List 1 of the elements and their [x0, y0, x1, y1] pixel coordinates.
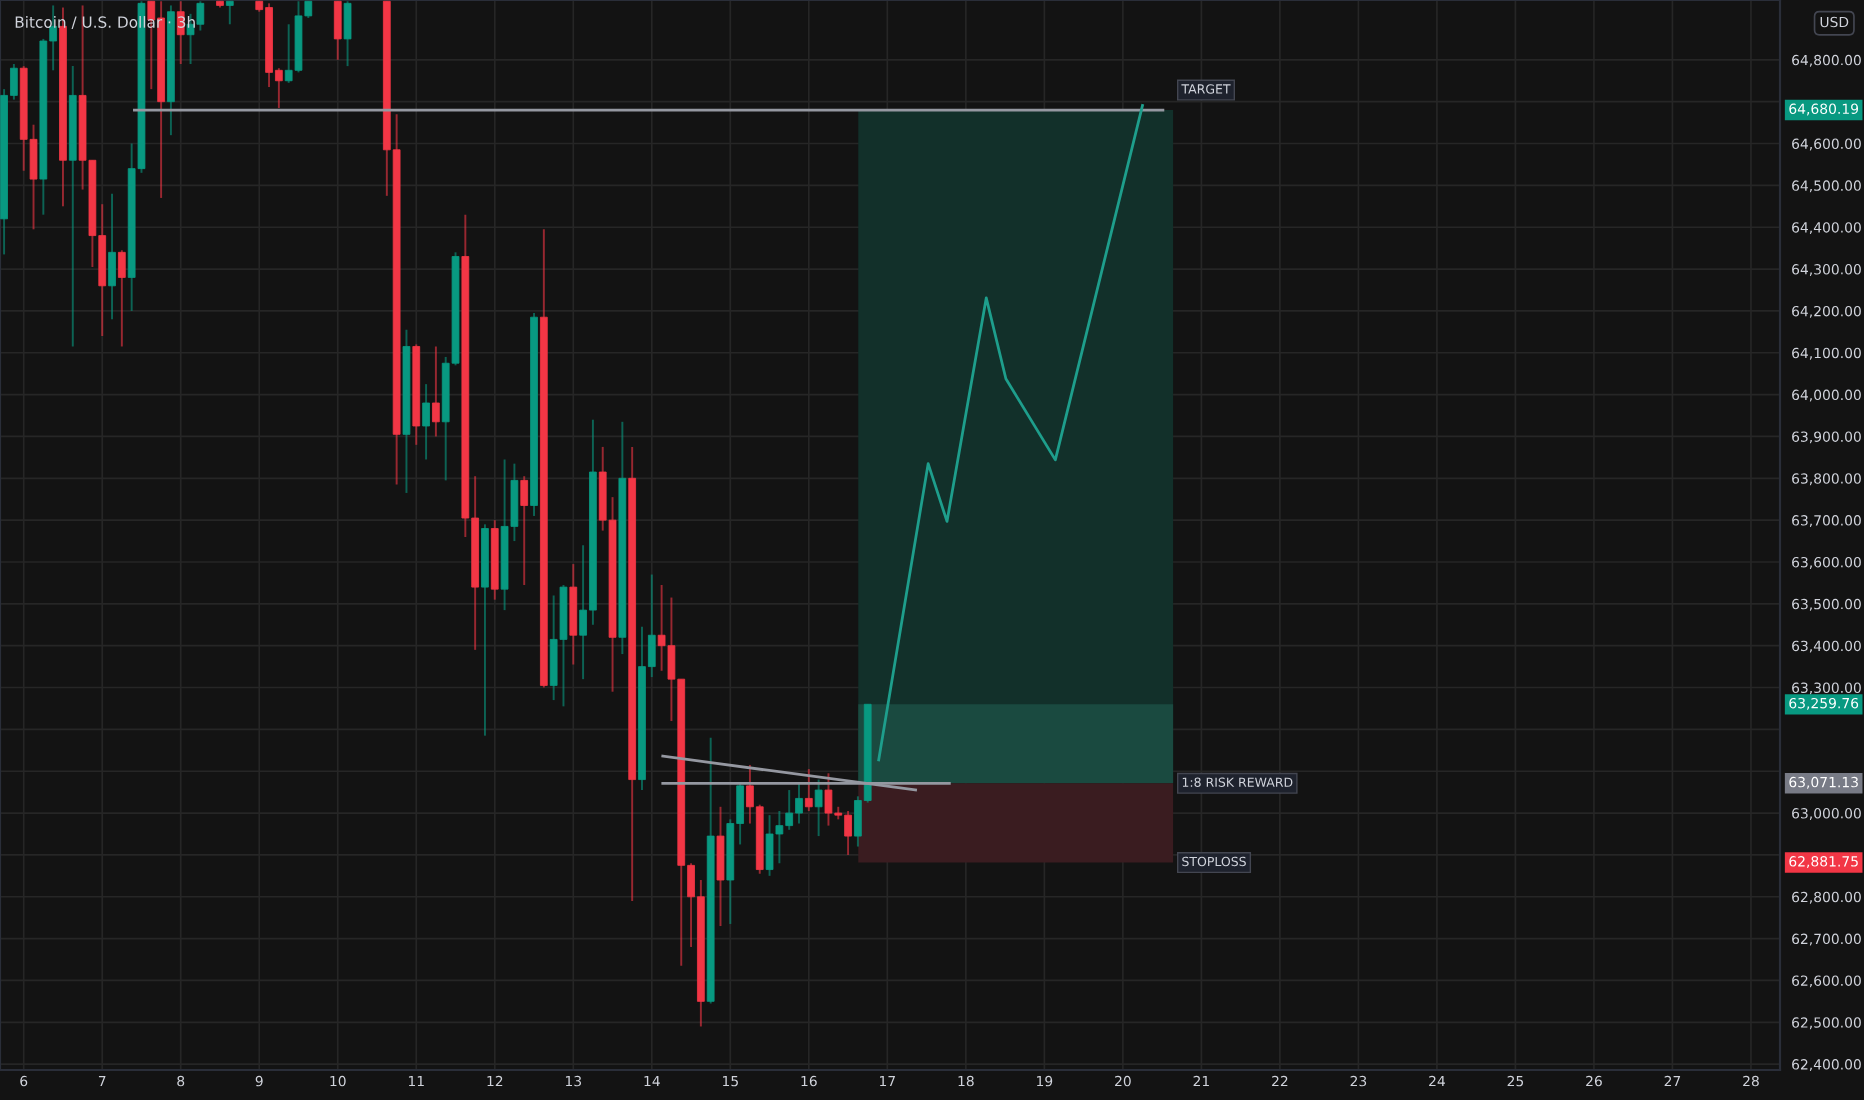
line-series — [877, 104, 1144, 762]
